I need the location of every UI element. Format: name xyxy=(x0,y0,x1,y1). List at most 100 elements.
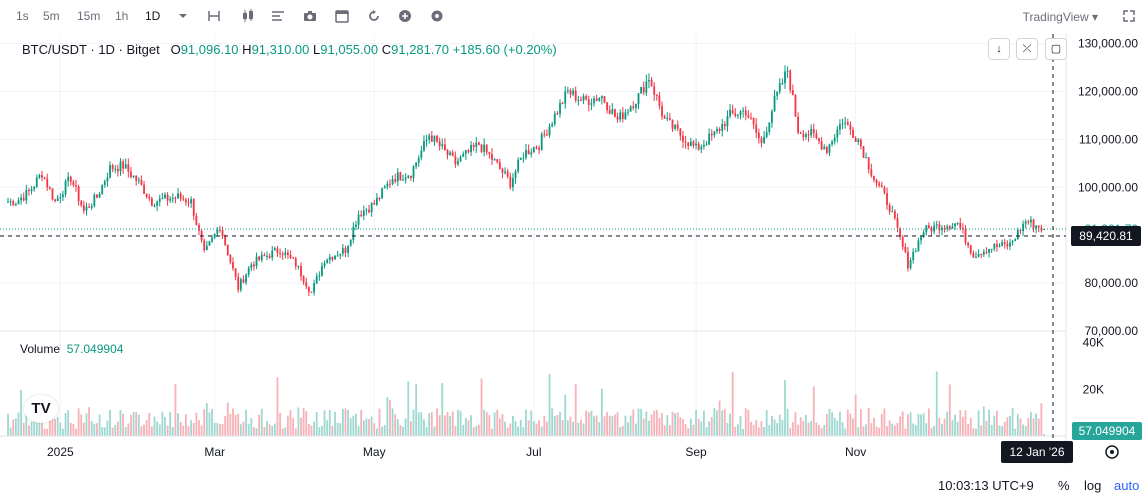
candle-body xyxy=(90,205,93,208)
tradingview-logo[interactable]: TV xyxy=(24,395,58,423)
volume-bar xyxy=(530,410,533,436)
candle-body xyxy=(914,251,917,253)
price-tick-label: 80,000.00 xyxy=(1085,276,1139,290)
volume-bar xyxy=(158,424,161,436)
log-toggle[interactable]: log xyxy=(1084,478,1102,493)
candle-body xyxy=(661,105,663,117)
candle-body xyxy=(237,276,240,290)
volume-bar xyxy=(859,409,862,436)
volume-bar xyxy=(771,415,773,436)
volume-bar xyxy=(477,424,480,436)
auto-toggle[interactable]: auto xyxy=(1114,478,1140,493)
candle-body xyxy=(771,111,773,123)
candle-body xyxy=(961,228,964,230)
candle-body xyxy=(791,90,794,96)
volume-bar xyxy=(721,410,724,436)
candle-body xyxy=(687,142,690,147)
volume-bar xyxy=(648,420,650,436)
timeframe-1d[interactable]: 1D xyxy=(145,9,161,23)
settings-icon[interactable] xyxy=(1104,444,1120,460)
volume-bar xyxy=(553,416,556,436)
clock-label[interactable]: 10:03:13 UTC+9 xyxy=(938,478,1034,493)
candle-body xyxy=(726,116,729,127)
candle-body xyxy=(559,102,561,114)
volume-bar xyxy=(802,420,805,436)
calendar-icon[interactable] xyxy=(335,9,349,23)
brand-label[interactable]: TradingView ▾ xyxy=(1022,10,1098,24)
candle-body xyxy=(569,90,572,95)
candle-body xyxy=(797,116,799,133)
candle-body xyxy=(582,96,585,101)
plus-icon[interactable] xyxy=(398,9,412,23)
volume-bar xyxy=(1040,403,1043,436)
candle-body xyxy=(1019,230,1022,232)
collapse-button[interactable]: ⤫ xyxy=(1016,38,1038,60)
candle-body xyxy=(710,133,713,136)
volume-bar xyxy=(682,418,684,436)
volume-bar xyxy=(276,377,279,436)
timeframe-15m[interactable]: 15m xyxy=(77,9,101,23)
volume-bar xyxy=(1003,421,1006,436)
timeframe-1s[interactable]: 1s xyxy=(16,9,29,23)
candles-icon[interactable] xyxy=(241,9,255,23)
volume-bar xyxy=(485,411,488,436)
volume-bar xyxy=(56,417,59,436)
scroll-down-button[interactable]: ↓ xyxy=(988,38,1010,60)
volume-bar xyxy=(582,423,585,436)
volume-bar xyxy=(7,413,9,436)
volume-bar xyxy=(933,426,936,436)
volume-bar xyxy=(794,412,797,436)
timeframe-5m[interactable]: 5m xyxy=(43,9,60,23)
volume-bar xyxy=(451,411,454,436)
candle-body xyxy=(697,143,700,150)
volume-bar xyxy=(833,417,836,436)
candle-body xyxy=(305,282,308,287)
volume-bar xyxy=(1011,408,1014,436)
expand-icon[interactable] xyxy=(1122,9,1136,23)
replay-icon[interactable] xyxy=(367,9,381,23)
volume-bar xyxy=(914,425,917,436)
volume-bar xyxy=(985,420,988,436)
symbol-legend: BTC/USDT · 1D · Bitget O91,096.10 H91,31… xyxy=(22,42,557,57)
volume-bar xyxy=(935,371,938,436)
volume-bar xyxy=(205,403,208,436)
settings-icon[interactable] xyxy=(430,9,444,23)
percent-toggle[interactable]: % xyxy=(1058,478,1070,493)
candle-body xyxy=(729,109,731,117)
volume-bar xyxy=(491,428,493,436)
chevron-down-icon[interactable] xyxy=(176,9,190,23)
timeframe-1h[interactable]: 1h xyxy=(115,9,129,23)
volume-bar xyxy=(425,427,428,436)
symbol-title[interactable]: BTC/USDT · 1D · Bitget xyxy=(22,42,160,57)
candle-body xyxy=(417,157,420,163)
candle-body xyxy=(854,137,857,143)
maximize-button[interactable]: ▢ xyxy=(1045,38,1067,60)
camera-icon[interactable] xyxy=(303,9,317,23)
candle-body xyxy=(391,179,394,184)
candle-body xyxy=(642,87,645,93)
candle-body xyxy=(198,224,200,231)
volume-bar xyxy=(569,416,572,436)
candle-body xyxy=(41,175,43,178)
volume-bar xyxy=(948,384,951,436)
volume-bar xyxy=(247,423,250,436)
volume-bar xyxy=(697,418,700,436)
bar-style-icon[interactable] xyxy=(207,9,221,23)
volume-bar xyxy=(341,408,344,436)
volume-bar xyxy=(658,417,661,436)
volume-bar xyxy=(930,427,933,436)
volume-bar xyxy=(538,420,540,436)
volume-bar xyxy=(349,418,352,436)
candle-body xyxy=(51,188,54,200)
candle-body xyxy=(668,117,671,120)
candle-body xyxy=(658,95,661,106)
candle-body xyxy=(883,187,886,194)
volume-bar xyxy=(517,426,520,436)
volume-bar xyxy=(624,415,627,436)
volume-bar xyxy=(506,427,509,436)
indicators-icon[interactable] xyxy=(271,9,285,23)
volume-bar xyxy=(1014,428,1017,436)
candle-body xyxy=(702,144,705,147)
candle-body xyxy=(760,138,763,143)
